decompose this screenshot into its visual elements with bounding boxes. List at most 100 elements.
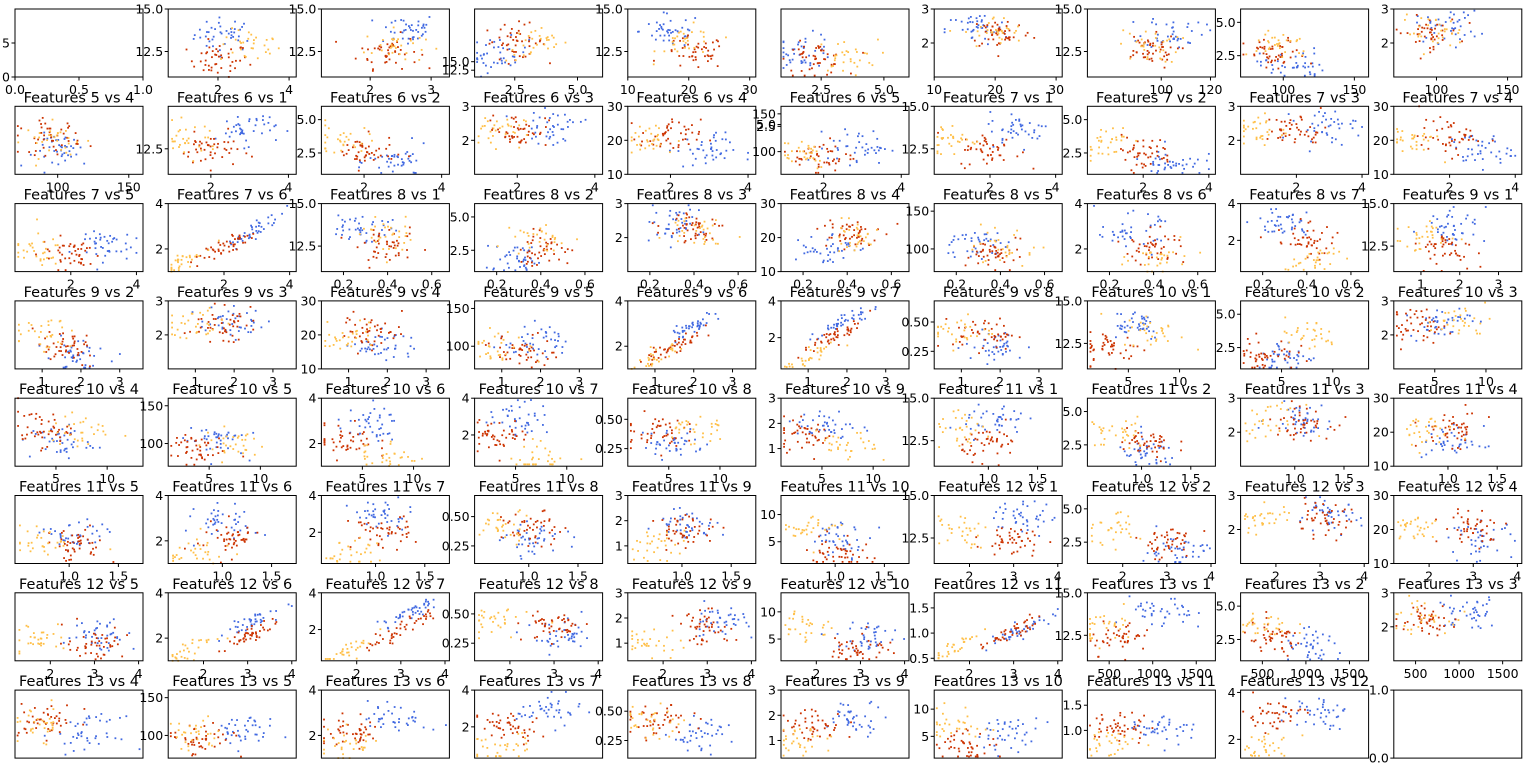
data-point (951, 333, 953, 336)
data-point (835, 336, 838, 338)
data-point (576, 238, 578, 241)
data-point (1270, 366, 1272, 369)
data-point (674, 350, 677, 353)
data-point (61, 428, 64, 431)
data-point (1133, 144, 1135, 147)
data-point (409, 29, 412, 31)
data-point (670, 344, 673, 347)
data-point (209, 326, 212, 329)
axes-frame (1086, 105, 1216, 175)
x-tick-label: 3 (422, 374, 430, 389)
data-point (684, 35, 687, 38)
data-point (364, 241, 367, 244)
data-point (817, 171, 820, 174)
data-point (47, 357, 50, 360)
data-point (971, 36, 974, 39)
data-point (199, 159, 202, 162)
data-point (1436, 321, 1439, 324)
data-point (1396, 130, 1399, 133)
data-point (825, 336, 828, 339)
data-point (688, 216, 691, 219)
data-point (174, 140, 176, 143)
data-point (509, 357, 512, 360)
data-point (1155, 30, 1158, 33)
data-point (1285, 39, 1288, 42)
data-point (717, 317, 720, 320)
data-point (235, 248, 238, 251)
data-point (216, 71, 219, 74)
data-point (371, 69, 374, 72)
data-point (1309, 220, 1312, 223)
data-point (1166, 154, 1169, 157)
data-point (984, 319, 986, 322)
data-point (1395, 28, 1398, 31)
y-tick-label: 5.0 (1216, 307, 1236, 322)
data-point (485, 64, 487, 67)
data-point (831, 150, 834, 153)
x-tick-label: 3 (729, 374, 737, 389)
data-point (82, 264, 85, 266)
data-point (1135, 163, 1138, 166)
data-point (663, 34, 666, 37)
data-point (271, 224, 274, 227)
data-point (807, 158, 810, 161)
data-point (386, 337, 389, 339)
data-point (937, 131, 939, 134)
data-point (637, 135, 640, 138)
data-point (381, 39, 384, 41)
data-point (986, 342, 989, 345)
data-point (676, 50, 679, 53)
data-point (222, 43, 225, 46)
data-point (41, 431, 44, 434)
data-point (29, 244, 32, 247)
data-point (110, 360, 113, 363)
data-point (1013, 234, 1015, 236)
data-point (193, 65, 196, 68)
x-tick-label: 2 (366, 82, 374, 97)
data-point (178, 146, 180, 148)
data-point (855, 161, 858, 164)
data-point (363, 159, 366, 162)
data-point (1162, 46, 1164, 48)
data-point (1280, 340, 1283, 343)
data-point (1329, 124, 1332, 127)
data-point (975, 148, 978, 151)
data-point (671, 343, 674, 346)
data-point (514, 44, 517, 47)
data-point (523, 127, 526, 130)
data-point (207, 38, 210, 40)
data-point (642, 132, 644, 134)
data-point (505, 59, 508, 62)
data-point (1289, 243, 1292, 246)
data-point (385, 240, 388, 243)
data-point (816, 153, 818, 156)
data-point (838, 233, 841, 236)
data-point (1002, 344, 1005, 347)
data-point (1491, 138, 1494, 140)
data-point (1285, 216, 1288, 218)
data-point (1433, 243, 1436, 245)
data-point (843, 230, 846, 233)
data-point (1514, 154, 1517, 157)
data-point (354, 323, 357, 326)
data-point (499, 353, 502, 356)
data-point (1428, 321, 1431, 324)
data-point (991, 119, 994, 122)
data-point (1132, 54, 1135, 57)
data-point (1259, 217, 1262, 220)
data-point (404, 215, 407, 218)
data-point (354, 158, 356, 160)
data-point (504, 61, 507, 64)
data-point (374, 250, 376, 253)
data-point (349, 236, 351, 238)
data-point (378, 147, 381, 150)
data-point (210, 69, 213, 72)
data-point (670, 50, 673, 53)
y-tick-label: 2 (155, 241, 163, 256)
data-point (543, 43, 546, 46)
data-point (952, 137, 955, 140)
data-point (528, 21, 531, 24)
data-point (85, 334, 88, 337)
data-point (182, 152, 185, 155)
data-point (1301, 54, 1304, 57)
